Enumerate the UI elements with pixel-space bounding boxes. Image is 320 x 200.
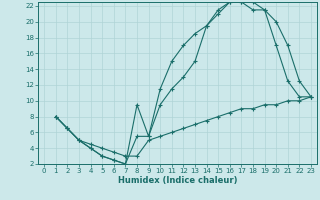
X-axis label: Humidex (Indice chaleur): Humidex (Indice chaleur) [118,176,237,185]
